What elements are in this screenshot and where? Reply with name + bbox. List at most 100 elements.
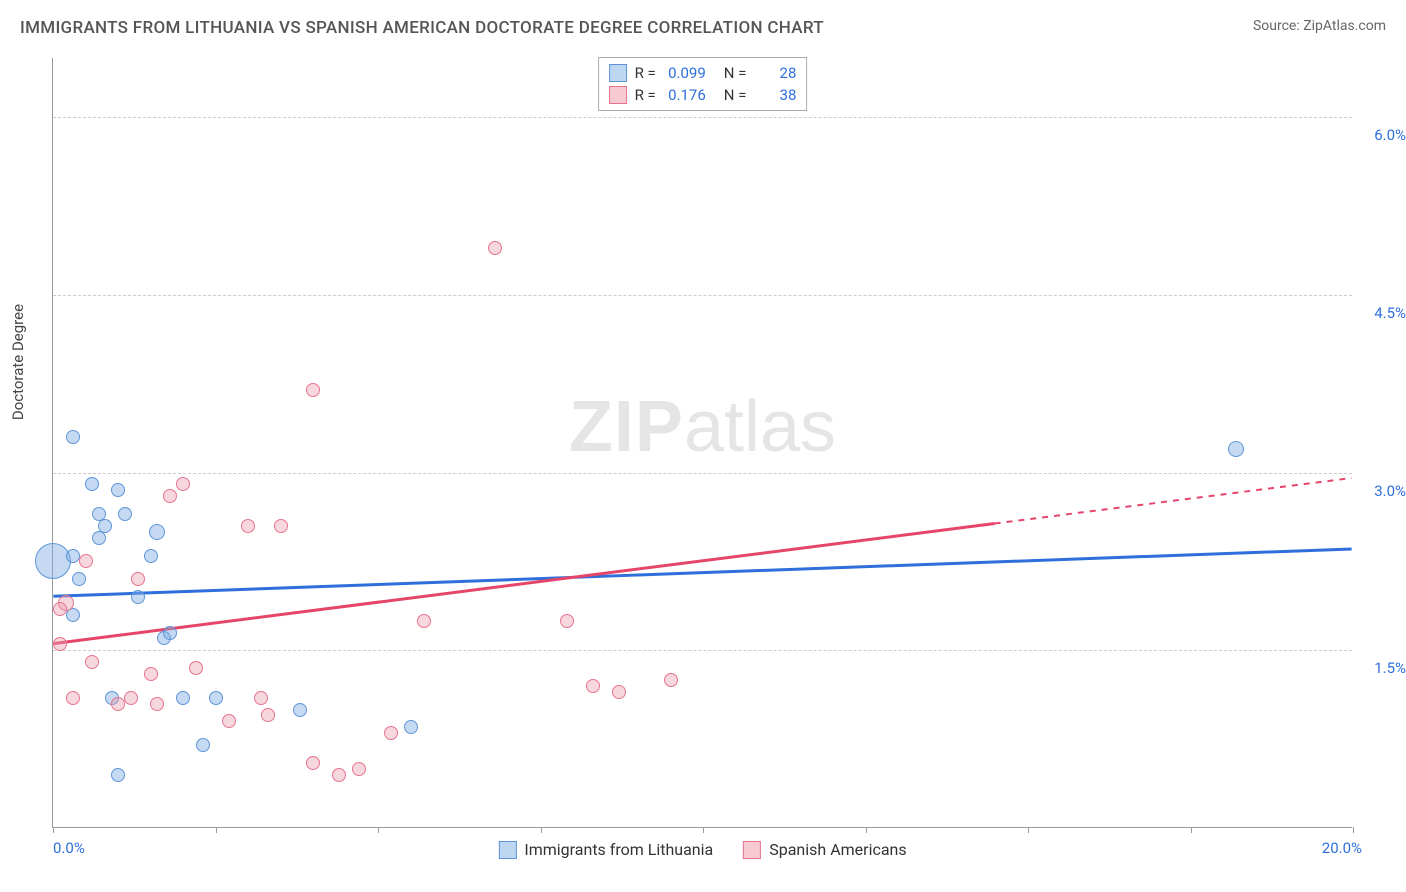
data-point [79,554,93,568]
legend-swatch [743,841,761,859]
data-point [612,685,626,699]
data-point [560,614,574,628]
data-point [85,477,99,491]
data-point [150,697,164,711]
legend-stats-row: R = 0.099 N = 28 [609,62,797,84]
legend-swatch [609,86,627,104]
data-point [66,430,80,444]
legend-series-label: Immigrants from Lithuania [524,840,713,859]
n-label: N = [724,64,747,82]
y-tick-label: 3.0% [1358,482,1406,500]
data-point [222,714,236,728]
grid-line [53,473,1352,474]
data-point [209,691,223,705]
x-tick [703,827,704,833]
trend-line-extrapolated [995,478,1352,524]
data-point [586,679,600,693]
grid-line [53,117,1352,118]
data-point [53,602,67,616]
x-tick [541,827,542,833]
legend-series: Immigrants from Lithuania Spanish Americ… [498,840,906,859]
legend-stats: R = 0.099 N = 28 R = 0.176 N = 38 [598,57,808,111]
y-tick-label: 1.5% [1358,659,1406,677]
data-point [241,519,255,533]
watermark: ZIPatlas [569,386,836,468]
x-tick [866,827,867,833]
n-label: N = [724,86,747,104]
x-axis-min-label: 0.0% [53,839,85,857]
data-point [53,637,67,651]
y-axis-title: Doctorate Degree [9,304,27,420]
trend-line [53,549,1351,596]
legend-swatch [498,841,516,859]
data-point [72,572,86,586]
data-point [35,543,71,579]
data-point [163,626,177,640]
source-name: ZipAtlas.com [1303,18,1386,34]
trend-line [53,524,994,644]
x-tick [378,827,379,833]
y-tick-label: 6.0% [1358,126,1406,144]
data-point [66,549,80,563]
legend-swatch [609,64,627,82]
data-point [306,756,320,770]
plot-area: ZIPatlas 0.0% 20.0% R = 0.099 N = 28 R =… [52,58,1352,828]
watermark-zip: ZIP [569,387,684,467]
data-point [274,519,288,533]
trend-lines [53,58,1352,827]
data-point [332,768,346,782]
data-point [124,691,138,705]
data-point [176,477,190,491]
data-point [144,667,158,681]
data-point [196,738,210,752]
data-point [131,590,145,604]
n-value: 38 [754,86,796,104]
x-tick [1028,827,1029,833]
grid-line [53,650,1352,651]
data-point [261,708,275,722]
data-point [254,691,268,705]
data-point [163,489,177,503]
data-point [488,241,502,255]
source-attribution: Source: ZipAtlas.com [1253,18,1386,34]
chart-title: IMMIGRANTS FROM LITHUANIA VS SPANISH AME… [20,18,824,38]
data-point [664,673,678,687]
legend-series-item: Spanish Americans [743,840,906,859]
data-point [131,572,145,586]
n-value: 28 [754,64,796,82]
data-point [92,531,106,545]
data-point [384,726,398,740]
grid-line [53,295,1352,296]
data-point [293,703,307,717]
header: IMMIGRANTS FROM LITHUANIA VS SPANISH AME… [20,18,1386,38]
data-point [118,507,132,521]
data-point [149,524,165,540]
data-point [66,691,80,705]
r-value: 0.099 [664,64,706,82]
data-point [144,549,158,563]
x-axis-max-label: 20.0% [1322,839,1362,857]
y-tick-label: 4.5% [1358,304,1406,322]
r-label: R = [635,64,656,82]
r-value: 0.176 [664,86,706,104]
data-point [417,614,431,628]
x-tick [1353,827,1354,833]
legend-series-label: Spanish Americans [769,840,906,859]
legend-series-item: Immigrants from Lithuania [498,840,713,859]
data-point [1228,441,1244,457]
data-point [189,661,203,675]
watermark-atlas: atlas [684,387,836,467]
data-point [176,691,190,705]
data-point [111,768,125,782]
data-point [85,655,99,669]
data-point [306,383,320,397]
x-tick [53,827,54,833]
data-point [352,762,366,776]
data-point [111,483,125,497]
data-point [111,697,125,711]
data-point [404,720,418,734]
r-label: R = [635,86,656,104]
x-tick [216,827,217,833]
legend-stats-row: R = 0.176 N = 38 [609,84,797,106]
source-prefix: Source: [1253,18,1303,34]
